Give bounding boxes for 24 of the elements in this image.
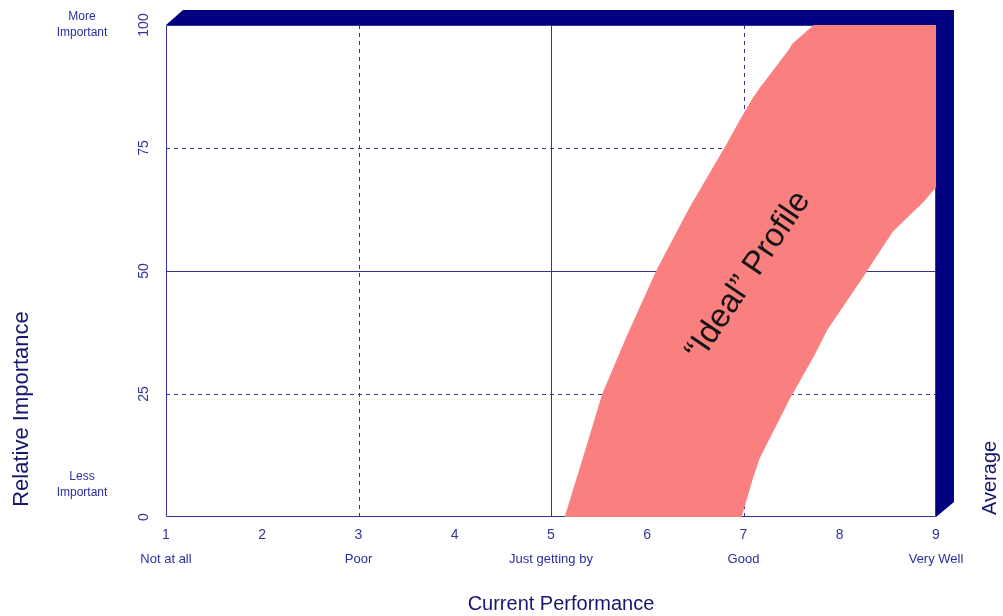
text: Just getting by (509, 550, 594, 566)
y-tick-label: 25 (135, 386, 152, 402)
y-tick-label: 100 (135, 13, 152, 37)
x-tick-label: 9 (932, 526, 941, 543)
y2-axis-title: Average (977, 440, 1000, 515)
x-tick-label: 3 (354, 526, 363, 543)
x-tick-label: 6 (643, 526, 652, 543)
x-tick-label: 1 (162, 526, 171, 543)
text: More Important (56, 9, 108, 40)
x-tick-label: 7 (739, 526, 748, 543)
x-tick-label: 2 (258, 526, 267, 543)
x-tick-label: 5 (547, 526, 556, 543)
x-tick-label: 8 (835, 526, 844, 543)
text: Less Important (56, 469, 108, 500)
text: Not at all (140, 550, 192, 566)
y-tick-label: 50 (135, 263, 152, 279)
text: Good (727, 550, 760, 566)
x-tick-label: 4 (450, 526, 459, 543)
text: Poor (344, 550, 373, 566)
x-axis-title: Current Performance (467, 591, 655, 614)
text: Very Well (908, 550, 964, 566)
y-tick-label: 0 (135, 512, 152, 521)
y-tick-label: 75 (135, 140, 152, 156)
y-axis-title: Relative Importance (8, 311, 34, 507)
